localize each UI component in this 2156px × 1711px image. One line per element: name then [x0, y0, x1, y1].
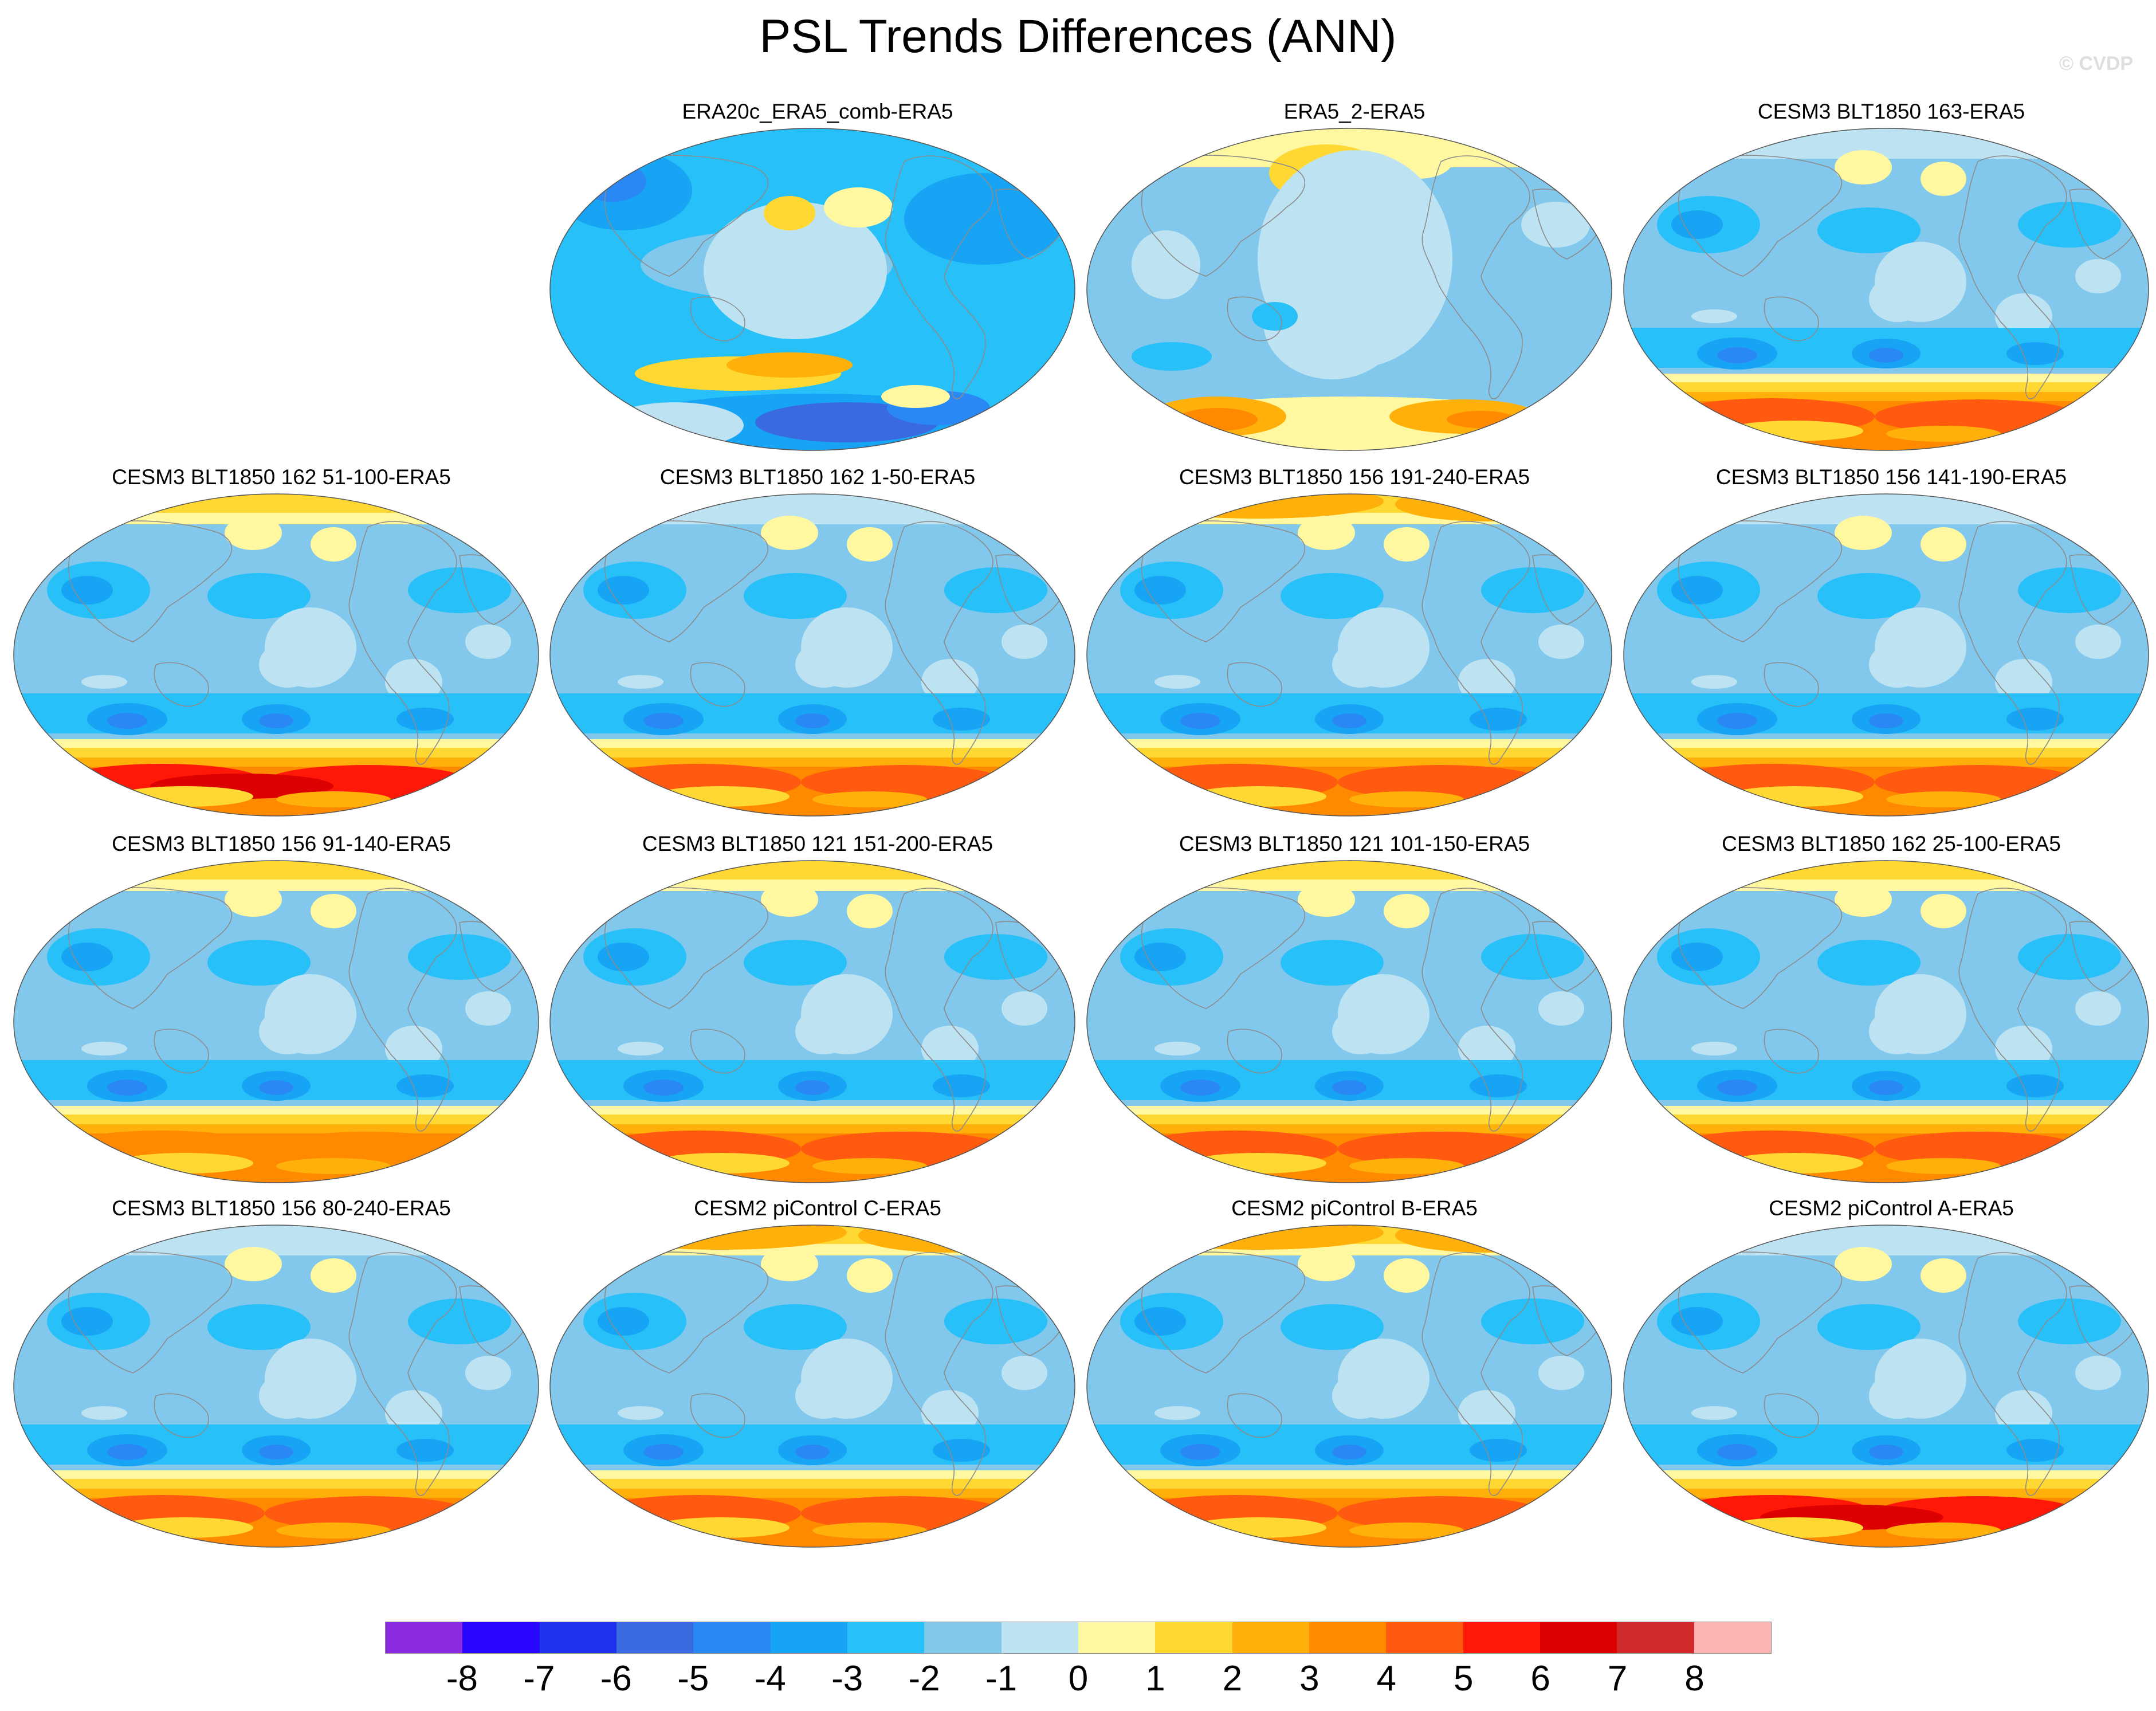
- colorbar-segment: [1463, 1622, 1540, 1653]
- colorbar-label: 4: [1376, 1659, 1396, 1698]
- colorbar-segment: [462, 1622, 540, 1653]
- colorbar-label: -2: [908, 1659, 940, 1698]
- colorbar-segment: [1078, 1622, 1156, 1653]
- world-map: [1623, 860, 2149, 1183]
- colorbar-label: -5: [677, 1659, 709, 1698]
- map-panel: CESM3 BLT1850 156 141-190-ERA5: [1623, 464, 2156, 825]
- world-map: [1086, 493, 1612, 817]
- figure-title: PSL Trends Differences (ANN): [759, 10, 1397, 62]
- panel-title: CESM3 BLT1850 162 25-100-ERA5: [1722, 832, 2061, 856]
- colorbar-label: 3: [1299, 1659, 1319, 1698]
- colorbar-segment: [1309, 1622, 1387, 1653]
- world-map: [1623, 493, 2149, 817]
- colorbar-segment: [924, 1622, 1002, 1653]
- world-map: [1623, 1225, 2149, 1548]
- world-map: [13, 860, 539, 1183]
- map-panel: ERA20c_ERA5_comb-ERA5: [549, 99, 1086, 460]
- colorbar-segment: [1694, 1622, 1771, 1653]
- colorbar-label: -7: [523, 1659, 555, 1698]
- map-panel: CESM3 BLT1850 162 25-100-ERA5: [1623, 831, 2156, 1192]
- map-panel: CESM2 piControl B-ERA5: [1086, 1195, 1623, 1556]
- colorbar-segment: [1155, 1622, 1232, 1653]
- panel-title: CESM3 BLT1850 162 1-50-ERA5: [659, 465, 976, 489]
- colorbar-label: 0: [1068, 1659, 1089, 1698]
- colorbar-label: -4: [754, 1659, 786, 1698]
- colorbar-label: -6: [600, 1659, 632, 1698]
- map-panel: ERA5_2-ERA5: [1086, 99, 1623, 460]
- map-panel: CESM3 BLT1850 156 191-240-ERA5: [1086, 464, 1623, 825]
- colorbar-label: -1: [985, 1659, 1018, 1698]
- map-panel: CESM3 BLT1850 163-ERA5: [1623, 99, 2156, 460]
- panel-title: CESM3 BLT1850 121 101-150-ERA5: [1179, 832, 1530, 856]
- panel-title: CESM3 BLT1850 163-ERA5: [1757, 100, 2025, 123]
- map-panel: CESM3 BLT1850 162 51-100-ERA5: [13, 464, 550, 825]
- panel-title: CESM2 piControl B-ERA5: [1231, 1196, 1478, 1220]
- panel-title: CESM3 BLT1850 121 151-200-ERA5: [642, 832, 993, 856]
- cvdp-credit: © CVDP: [2059, 53, 2133, 74]
- panel-title: CESM3 BLT1850 156 141-190-ERA5: [1715, 465, 2067, 489]
- colorbar-label: 6: [1530, 1659, 1550, 1698]
- world-map: [549, 1225, 1075, 1548]
- world-map: [1086, 860, 1612, 1183]
- world-map: [13, 493, 539, 817]
- world-map: [549, 860, 1075, 1183]
- colorbar-segment: [1617, 1622, 1694, 1653]
- colorbar-segment: [1232, 1622, 1309, 1653]
- colorbar-label: 8: [1684, 1659, 1705, 1698]
- map-panel: CESM2 piControl A-ERA5: [1623, 1195, 2156, 1556]
- colorbar-segment: [693, 1622, 771, 1653]
- map-panel: CESM3 BLT1850 156 91-140-ERA5: [13, 831, 550, 1192]
- colorbar: [385, 1622, 1772, 1654]
- colorbar-label: -3: [831, 1659, 863, 1698]
- colorbar-segment: [386, 1622, 463, 1653]
- panel-title: CESM3 BLT1850 156 91-140-ERA5: [112, 832, 451, 856]
- world-map: [13, 1225, 539, 1548]
- colorbar-label: 7: [1607, 1659, 1628, 1698]
- map-panel: CESM3 BLT1850 162 1-50-ERA5: [549, 464, 1086, 825]
- colorbar-segment: [1386, 1622, 1463, 1653]
- colorbar-segment: [1540, 1622, 1617, 1653]
- colorbar-segment: [770, 1622, 847, 1653]
- panel-title: CESM3 BLT1850 156 80-240-ERA5: [112, 1196, 451, 1220]
- world-map: [1086, 1225, 1612, 1548]
- colorbar-segment: [847, 1622, 925, 1653]
- world-map: [549, 128, 1075, 451]
- panel-title: ERA20c_ERA5_comb-ERA5: [682, 100, 953, 123]
- panel-title: CESM2 piControl C-ERA5: [694, 1196, 941, 1220]
- panel-title: ERA5_2-ERA5: [1283, 100, 1425, 123]
- colorbar-label: -8: [446, 1659, 478, 1698]
- map-panel: CESM3 BLT1850 156 80-240-ERA5: [13, 1195, 550, 1556]
- colorbar-segment: [1001, 1622, 1078, 1653]
- map-panel: CESM3 BLT1850 121 101-150-ERA5: [1086, 831, 1623, 1192]
- panel-title: CESM3 BLT1850 156 191-240-ERA5: [1179, 465, 1530, 489]
- world-map: [1086, 128, 1612, 451]
- world-map: [549, 493, 1075, 817]
- map-panel: CESM3 BLT1850 121 151-200-ERA5: [549, 831, 1086, 1192]
- colorbar-label: 5: [1453, 1659, 1474, 1698]
- panel-title: CESM3 BLT1850 162 51-100-ERA5: [112, 465, 451, 489]
- colorbar-segment: [616, 1622, 694, 1653]
- colorbar-label: 2: [1222, 1659, 1243, 1698]
- map-panel: CESM2 piControl C-ERA5: [549, 1195, 1086, 1556]
- panel-title: CESM2 piControl A-ERA5: [1769, 1196, 2014, 1220]
- colorbar-label: 1: [1145, 1659, 1165, 1698]
- colorbar-segment: [539, 1622, 616, 1653]
- world-map: [1623, 128, 2149, 451]
